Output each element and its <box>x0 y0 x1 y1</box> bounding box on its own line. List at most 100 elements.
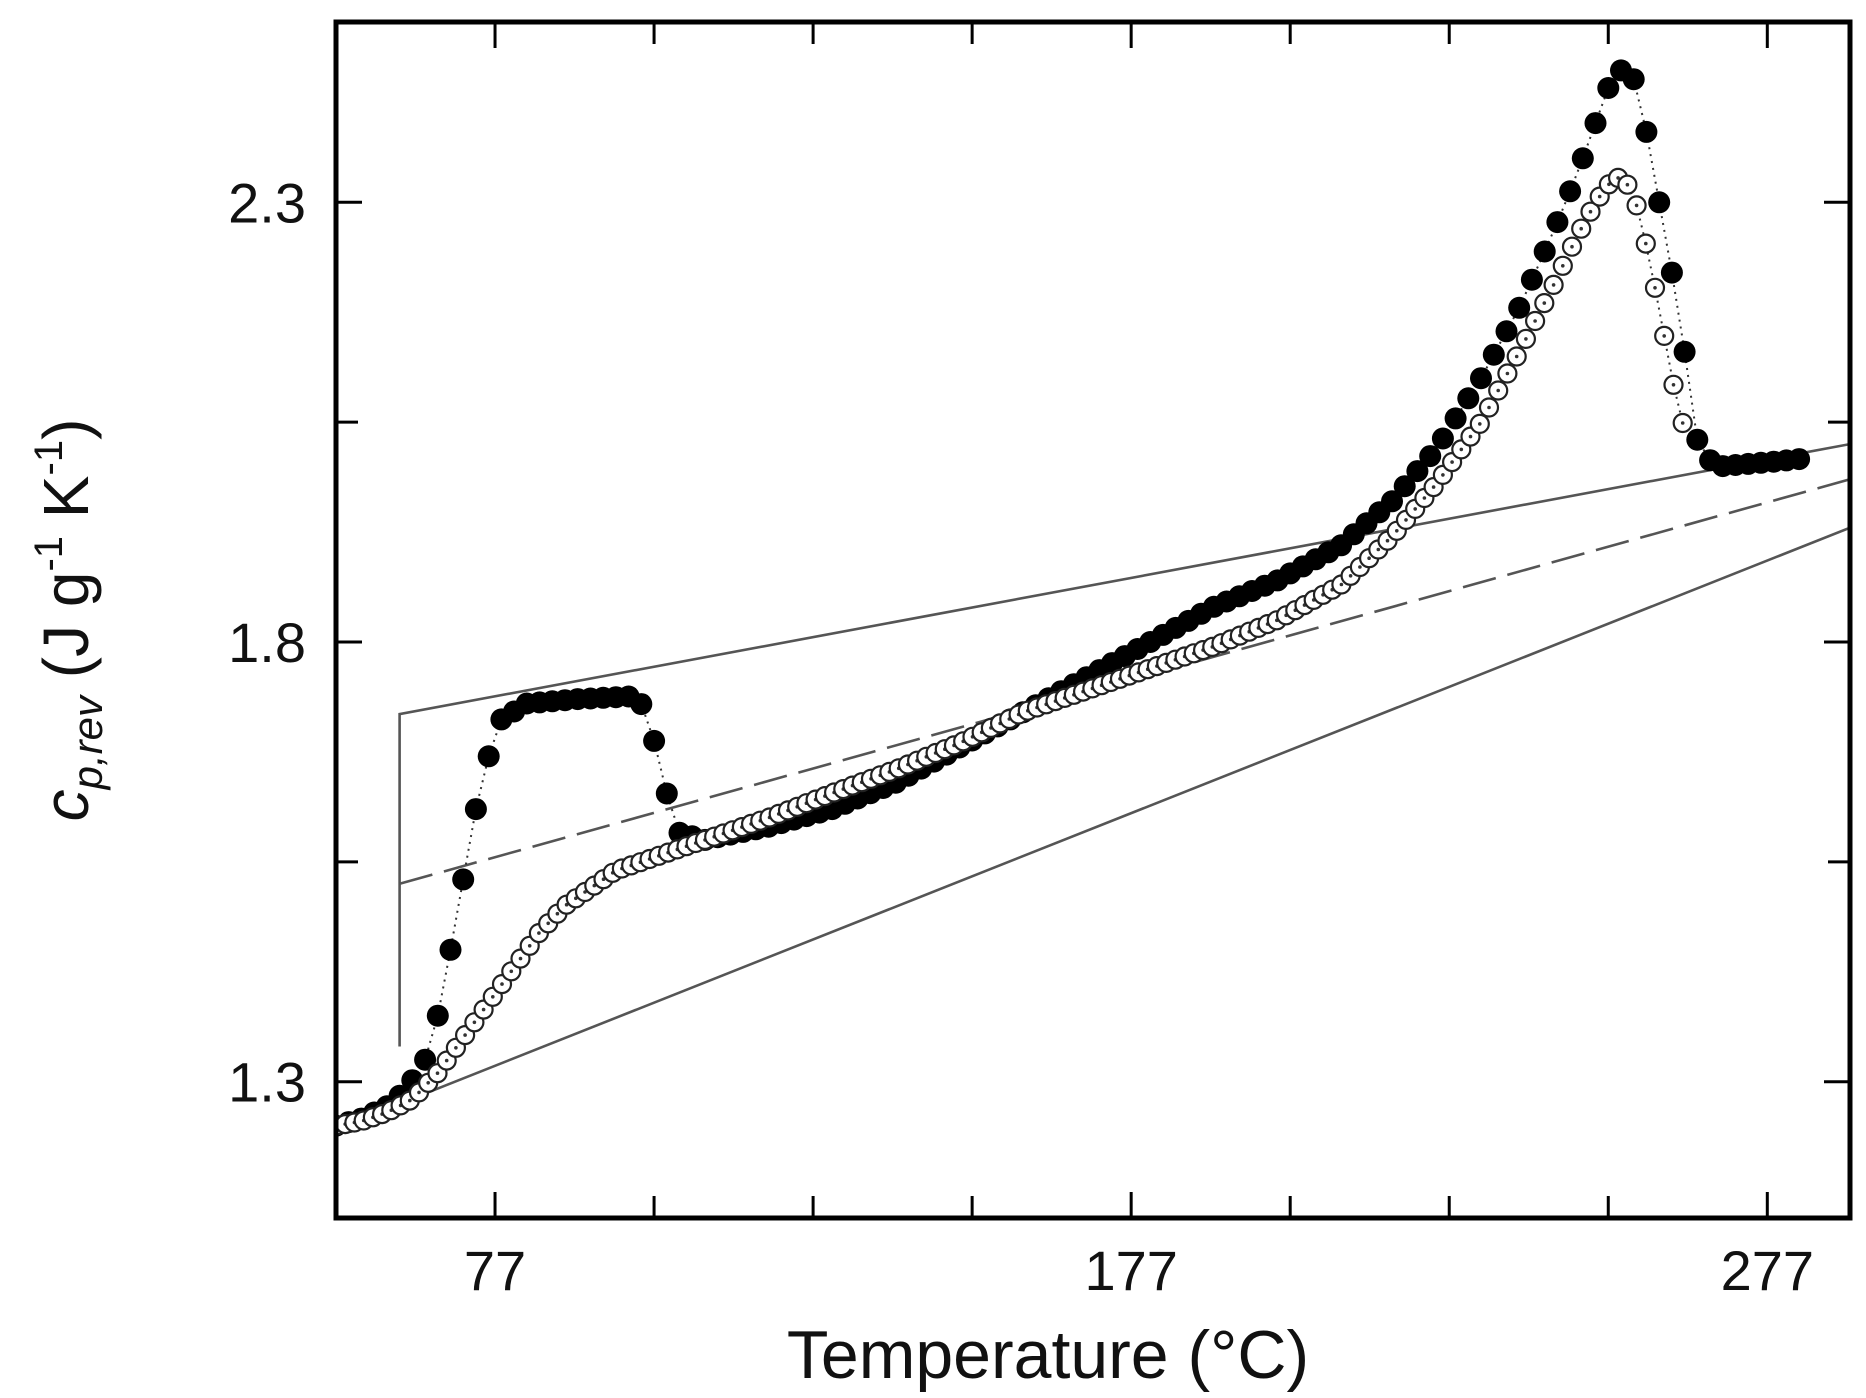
data-point-center <box>1395 529 1399 533</box>
data-point-center <box>1505 371 1510 376</box>
data-point <box>1686 428 1709 451</box>
data-point-center <box>1625 182 1630 187</box>
data-point-center <box>518 956 523 961</box>
data-point <box>1520 268 1543 291</box>
data-point-center <box>1441 473 1445 477</box>
data-point-center <box>491 995 495 999</box>
data-series <box>336 59 1811 1137</box>
data-point <box>439 938 462 961</box>
data-point-center <box>1385 538 1390 543</box>
data-point-center <box>1468 434 1473 439</box>
baseline-line-1 <box>398 442 1850 1047</box>
x-tick-label: 177 <box>1084 1239 1177 1302</box>
data-point <box>1431 427 1454 450</box>
data-point-center <box>1431 485 1436 489</box>
axis-ticks <box>336 22 1850 1218</box>
data-point <box>452 868 475 891</box>
data-point <box>1495 320 1518 343</box>
data-point-center <box>1644 241 1648 246</box>
data-point <box>1393 475 1416 498</box>
data-point <box>1419 445 1442 468</box>
data-point <box>1470 367 1492 390</box>
data-point-center <box>1671 383 1676 387</box>
x-tick-label: 77 <box>464 1239 526 1302</box>
data-point-center <box>1570 244 1574 249</box>
y-axis-units-mid: K <box>30 476 102 536</box>
y-axis-subscript: p,rev <box>64 693 111 791</box>
y-tick-label: 2.3 <box>228 171 306 234</box>
data-point-center <box>454 1046 458 1050</box>
y-axis-units-exp1: -1 <box>27 536 71 572</box>
data-point-center <box>435 1071 440 1075</box>
y-axis-units-close: ) <box>30 419 102 440</box>
data-point-center <box>1634 203 1639 208</box>
y-axis-title: cp,rev (J g-1 K-1) <box>27 419 111 822</box>
plot-frame <box>333 19 1853 1221</box>
data-point-center <box>1551 283 1556 287</box>
data-point <box>1559 180 1582 203</box>
data-point-center <box>1542 301 1547 305</box>
data-point <box>630 693 653 716</box>
data-point <box>1622 68 1645 91</box>
data-point-center <box>1524 337 1528 341</box>
data-point <box>1546 211 1569 234</box>
data-point <box>1648 191 1671 214</box>
data-point-center <box>481 1007 486 1012</box>
data-point-center <box>1514 354 1519 359</box>
data-point-center <box>1348 574 1353 578</box>
data-point-center <box>1459 447 1464 452</box>
data-point-center <box>1478 422 1482 426</box>
baseline-lines <box>398 442 1850 1105</box>
data-point-center <box>1339 582 1344 587</box>
data-point-center <box>1487 405 1491 410</box>
data-point-center <box>500 982 504 986</box>
y-tick-label: 1.8 <box>228 611 306 674</box>
data-point-center <box>1597 194 1602 199</box>
data-point-center <box>527 944 532 948</box>
data-point <box>1673 340 1696 363</box>
data-point-center <box>1367 556 1371 560</box>
data-point-center <box>1533 319 1537 323</box>
data-point-center <box>1376 547 1381 552</box>
data-point <box>1533 240 1556 263</box>
data-point-center <box>417 1090 421 1095</box>
data-point <box>1571 147 1594 170</box>
data-point <box>414 1048 437 1071</box>
data-point-center <box>546 921 550 926</box>
series-connector <box>336 176 1684 1127</box>
data-point-center <box>1450 460 1454 464</box>
data-point <box>1508 296 1531 319</box>
data-point <box>477 745 500 768</box>
series-filled-circles <box>336 59 1811 1137</box>
data-point <box>1457 387 1480 410</box>
data-point-center <box>537 931 541 935</box>
data-point <box>1597 77 1620 99</box>
data-point <box>1584 112 1607 135</box>
data-point-center <box>444 1058 449 1063</box>
data-point-center <box>408 1098 412 1103</box>
data-point <box>1788 448 1811 471</box>
data-point <box>1444 407 1467 430</box>
data-point <box>426 1004 449 1027</box>
data-point-center <box>509 969 514 974</box>
y-tick-label: 1.3 <box>228 1051 306 1114</box>
data-point <box>655 782 678 805</box>
baseline-line-3 <box>399 526 1850 1105</box>
data-point <box>1482 343 1505 366</box>
data-point <box>1406 460 1429 483</box>
data-point <box>464 798 487 821</box>
x-tick-label: 277 <box>1721 1239 1814 1302</box>
data-point-center <box>1653 286 1657 290</box>
y-axis-symbol: c <box>30 789 102 821</box>
data-point <box>643 729 666 752</box>
y-axis-units-open: (J g <box>30 572 102 696</box>
series-open-circles <box>336 167 1693 1136</box>
data-point-center <box>463 1033 467 1037</box>
data-point-center <box>472 1020 477 1025</box>
data-point-center <box>1404 518 1408 522</box>
data-point <box>1635 120 1658 143</box>
data-point-center <box>1680 421 1685 425</box>
data-point-center <box>1413 507 1417 511</box>
y-axis-units-exp2: -1 <box>27 440 71 476</box>
data-point-center <box>1422 496 1427 500</box>
